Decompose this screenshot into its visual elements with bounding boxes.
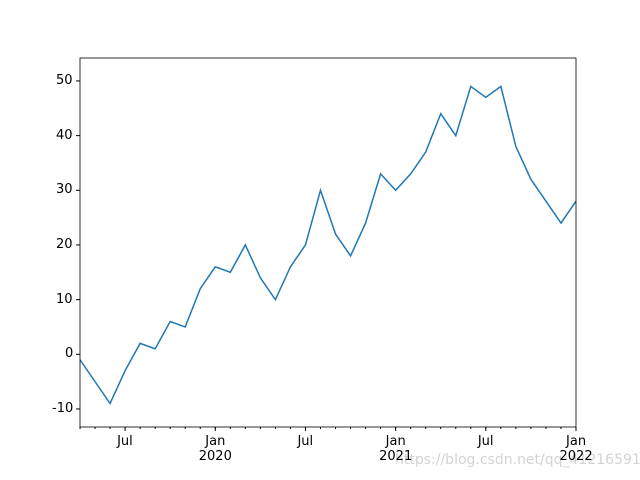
x-tick-label: Jul — [477, 434, 494, 449]
y-tick-label: 20 — [56, 236, 73, 252]
y-tick-label: 30 — [56, 182, 73, 198]
x-tick-label: Jul — [297, 434, 314, 449]
watermark: https://blog.csdn.net/qq_41216591 — [395, 452, 640, 468]
y-tick-label: -10 — [52, 400, 74, 416]
axes-frame — [79, 57, 577, 428]
y-tick-label: 0 — [65, 346, 74, 362]
y-tick-label: 10 — [56, 291, 73, 307]
y-tick-label: 50 — [56, 72, 73, 88]
x-tick-label: Jul — [117, 434, 133, 449]
line — [79, 85, 577, 406]
x-tick-label: Jan 2022 — [559, 434, 593, 464]
y-tick-label: 40 — [56, 127, 73, 143]
x-tick-label: Jan 2021 — [379, 434, 413, 464]
x-tick-label: Jan 2020 — [198, 434, 232, 464]
